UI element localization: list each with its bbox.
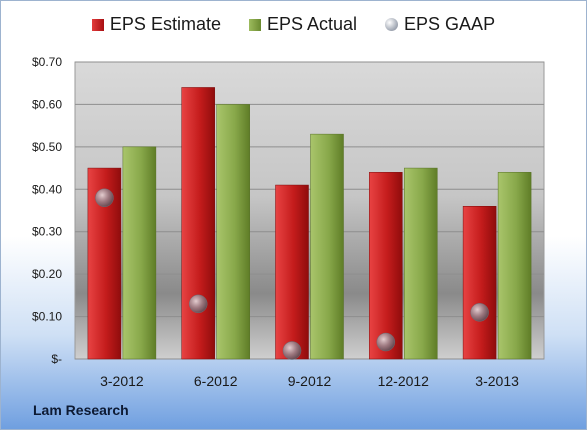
x-tick-label: 6-2012: [194, 373, 238, 389]
legend-swatch-gaap: [385, 18, 399, 31]
y-tick-label: $0.40: [32, 182, 62, 196]
legend-item-estimate: EPS Estimate: [91, 14, 221, 35]
bar-eps-estimate: [369, 172, 403, 360]
company-name: Lam Research: [33, 402, 129, 418]
y-tick-label: $0.20: [32, 267, 62, 281]
y-tick-label: $0.60: [32, 97, 62, 111]
legend-label-estimate: EPS Estimate: [109, 14, 221, 34]
bar-eps-estimate: [181, 87, 215, 360]
x-tick-label: 3-2012: [100, 373, 144, 389]
legend-item-gaap: EPS GAAP: [385, 14, 495, 35]
bar-eps-actual: [404, 167, 438, 360]
bar-eps-estimate: [87, 167, 122, 360]
x-tick-label: 9-2012: [288, 373, 332, 389]
point-eps-gaap: [376, 332, 396, 352]
x-tick-label: 12-2012: [378, 373, 430, 389]
y-tick-label: $-: [51, 352, 62, 366]
y-tick-label: $0.70: [32, 55, 62, 69]
point-eps-gaap: [282, 341, 302, 360]
bar-eps-estimate: [462, 206, 497, 360]
x-tick-label: 3-2013: [475, 373, 519, 389]
point-eps-gaap: [188, 294, 208, 314]
y-tick-label: $0.30: [32, 225, 62, 239]
bar-eps-actual: [310, 133, 344, 360]
legend-label-actual: EPS Actual: [266, 14, 358, 34]
y-tick-label: $0.50: [32, 140, 62, 154]
legend-swatch-estimate: [91, 18, 104, 31]
bar-eps-actual: [216, 104, 250, 360]
legend: EPS Estimate EPS Actual EPS GAAP: [0, 14, 587, 35]
y-tick-label: $0.10: [32, 310, 62, 324]
bar-eps-actual: [122, 146, 157, 360]
bar-eps-actual: [497, 172, 532, 360]
legend-item-actual: EPS Actual: [248, 14, 358, 35]
legend-swatch-actual: [248, 18, 261, 31]
point-eps-gaap: [95, 188, 114, 208]
point-eps-gaap: [470, 303, 489, 322]
bar-eps-estimate: [275, 184, 309, 360]
legend-label-gaap: EPS GAAP: [404, 14, 496, 34]
